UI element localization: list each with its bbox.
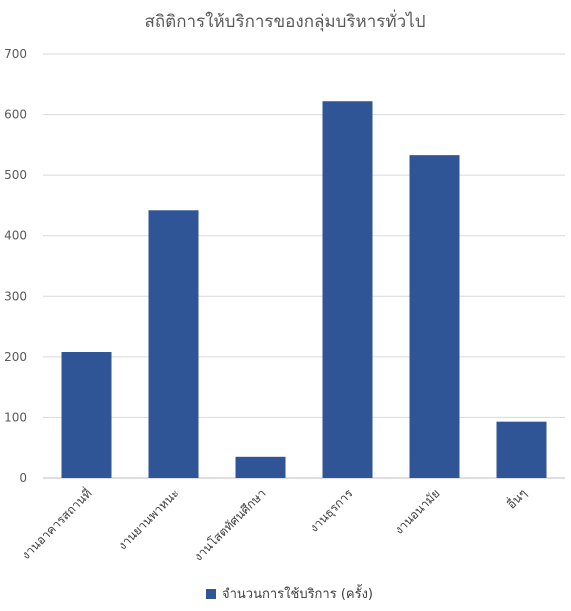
bar — [409, 155, 460, 478]
x-tick-label: งานอนามัย — [392, 486, 443, 537]
bar — [235, 456, 286, 478]
y-tick-label: 400 — [4, 229, 27, 243]
x-tick-label: งานโสตทัศนศึกษา — [191, 486, 269, 564]
bars — [61, 101, 547, 478]
y-tick-label: 500 — [4, 168, 27, 182]
y-axis-ticks: 0 100 200 300 400 500 600 700 — [4, 47, 27, 485]
y-tick-label: 300 — [4, 289, 27, 303]
legend-label: จำนวนการใช้บริการ (ครั้ง) — [222, 584, 373, 602]
legend: จำนวนการใช้บริการ (ครั้ง) — [206, 584, 373, 602]
x-tick-label: งานอาคารสถานที่ — [17, 485, 94, 562]
bar — [148, 210, 199, 478]
bar — [496, 421, 547, 478]
bar — [61, 352, 112, 478]
y-tick-label: 700 — [4, 47, 27, 61]
y-tick-label: 100 — [4, 410, 27, 424]
y-tick-label: 0 — [19, 471, 27, 485]
x-axis-ticks: งานอาคารสถานที่ งานยานพาหนะ งานโสตทัศนศึกษ… — [17, 485, 529, 564]
y-tick-label: 200 — [4, 350, 27, 364]
legend-swatch — [206, 589, 216, 599]
x-tick-label: อื่นๆ — [503, 485, 530, 512]
y-tick-label: 600 — [4, 108, 27, 122]
x-tick-label: งานยานพาหนะ — [115, 486, 181, 552]
gridlines — [43, 53, 565, 479]
bar — [322, 101, 373, 478]
chart-title: สถิติการให้บริการของกลุ่มบริหารทั่วไป — [144, 9, 425, 32]
x-tick-label: งานธุรการ — [307, 486, 357, 536]
